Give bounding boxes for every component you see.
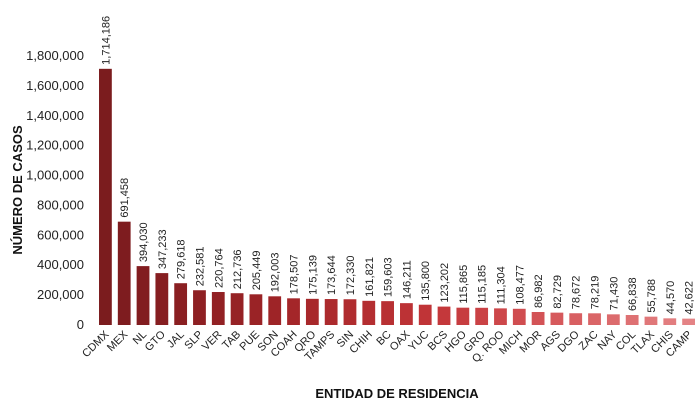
value-label: 115,185 <box>477 265 489 304</box>
value-label: 178,507 <box>289 255 301 295</box>
y-tick-label: 400,000 <box>37 257 84 272</box>
value-label: 78,672 <box>571 276 583 310</box>
bar <box>663 318 677 325</box>
bar <box>437 306 451 325</box>
x-tick-label: GTO <box>143 328 169 354</box>
value-label: 55,788 <box>646 279 658 313</box>
bar <box>512 308 526 325</box>
y-tick-label: 0 <box>77 317 84 332</box>
y-tick-label: 1,400,000 <box>26 108 84 123</box>
bar <box>644 316 658 325</box>
value-label: 108,477 <box>514 265 526 305</box>
bar <box>606 314 620 325</box>
value-label: 159,603 <box>383 257 395 297</box>
x-tick-label: MEX <box>105 328 131 354</box>
bar <box>456 307 470 325</box>
bar <box>211 292 225 325</box>
y-axis: 0 200,000 400,000 600,000 800,000 1,000,000 1,… <box>26 48 84 332</box>
value-label: 394,030 <box>138 222 150 262</box>
value-label: 115,865 <box>458 265 470 304</box>
value-label: 212,736 <box>232 249 244 289</box>
value-label: 205,449 <box>251 251 263 291</box>
y-tick-label: 1,000,000 <box>26 168 84 183</box>
bar <box>287 298 300 325</box>
value-label: 82,729 <box>552 275 564 309</box>
bar <box>682 318 695 325</box>
x-axis-title: ENTIDAD DE RESIDENCIA <box>315 386 479 401</box>
bar <box>550 312 564 325</box>
value-label: 279,618 <box>176 239 188 279</box>
y-tick-label: 600,000 <box>37 227 84 242</box>
value-label: 44,570 <box>665 281 677 315</box>
bar <box>155 273 169 325</box>
y-tick-label: 1,800,000 <box>26 48 84 63</box>
x-tick-label: ZAC <box>577 329 601 353</box>
bar <box>305 298 319 325</box>
bar <box>381 301 394 325</box>
bar <box>362 300 376 325</box>
bar <box>174 283 188 325</box>
bar <box>475 307 489 325</box>
value-label: 123,202 <box>439 263 451 303</box>
x-tick-label: VER <box>200 329 225 354</box>
value-label: 232,581 <box>194 246 206 286</box>
bar <box>400 303 413 325</box>
bar <box>343 299 357 325</box>
bar <box>494 308 507 325</box>
bar <box>625 315 639 325</box>
bar <box>531 312 545 325</box>
x-tick-label: NAY <box>596 328 620 352</box>
bar <box>117 221 131 325</box>
bar <box>268 296 282 325</box>
value-label: 146,211 <box>401 260 413 299</box>
x-tick-label: SLP <box>182 329 205 352</box>
bar <box>99 68 112 325</box>
value-label: 173,644 <box>326 255 338 295</box>
value-label: 1,714,186 <box>100 16 112 65</box>
value-label: 66,838 <box>627 277 639 311</box>
y-axis-title: NÚMERO DE CASOS <box>10 125 25 255</box>
value-label: 86,982 <box>533 274 545 308</box>
x-tick-label: JAL <box>165 329 187 351</box>
value-label: 220,764 <box>213 248 225 288</box>
value-label: 172,330 <box>345 255 357 295</box>
value-label: 347,233 <box>157 229 169 269</box>
y-tick-label: 200,000 <box>37 287 84 302</box>
value-label: 691,458 <box>119 178 131 218</box>
bar <box>324 299 338 325</box>
value-label: 42,622 <box>684 281 696 315</box>
value-label: 175,139 <box>307 255 319 295</box>
bar <box>136 266 150 325</box>
value-label: 78,219 <box>590 276 602 310</box>
value-label: 71,430 <box>608 277 620 311</box>
value-label: 161,821 <box>364 257 376 297</box>
x-tick-label: YUC <box>406 329 431 354</box>
bar <box>569 313 583 325</box>
bar <box>193 290 206 325</box>
bar <box>588 313 601 325</box>
bar <box>230 293 244 325</box>
bar <box>418 304 432 325</box>
bar <box>249 294 263 325</box>
bars <box>99 68 695 325</box>
y-tick-label: 1,200,000 <box>26 138 84 153</box>
value-label: 111,304 <box>495 266 507 304</box>
value-labels: 1,714,186 691,458 394,030 347,233 279,618 232… <box>100 16 695 315</box>
value-label: 192,003 <box>270 253 282 293</box>
y-tick-label: 800,000 <box>37 197 84 212</box>
y-tick-label: 1,600,000 <box>26 78 84 93</box>
x-tick-label: OAX <box>388 328 413 353</box>
value-label: 135,800 <box>420 261 432 301</box>
